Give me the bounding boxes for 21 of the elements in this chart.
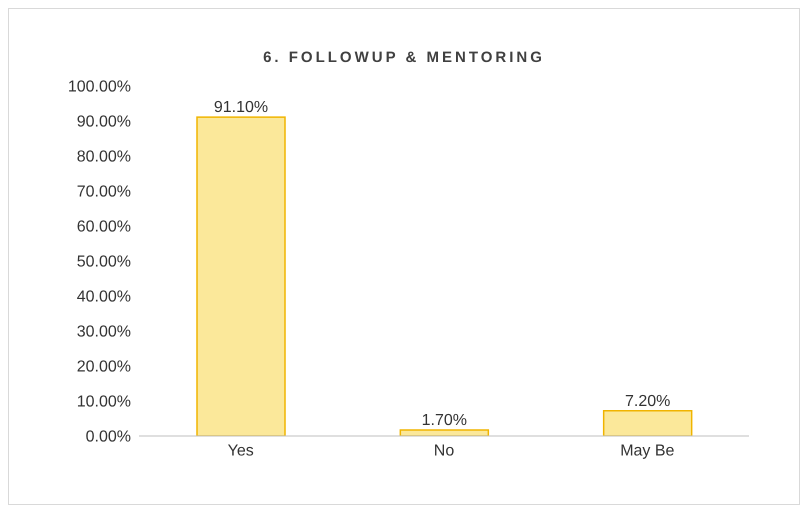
y-tick-label: 60.00% bbox=[76, 218, 131, 236]
x-tick-label: May Be bbox=[620, 442, 675, 460]
data-label: 7.20% bbox=[624, 392, 670, 410]
y-tick-label: 20.00% bbox=[76, 358, 131, 376]
bar bbox=[196, 116, 286, 436]
y-tick-label: 30.00% bbox=[76, 324, 131, 341]
y-tick-label: 70.00% bbox=[76, 184, 131, 201]
y-tick-label: 40.00% bbox=[76, 288, 131, 306]
y-tick-label: 0.00% bbox=[86, 428, 131, 446]
y-tick-label: 50.00% bbox=[76, 254, 131, 271]
chart-title: 6. FOLLOWUP & MENTORING bbox=[262, 49, 546, 66]
data-label: 1.70% bbox=[422, 412, 468, 430]
data-label: 91.10% bbox=[214, 99, 268, 116]
y-tick-label: 90.00% bbox=[76, 114, 131, 131]
x-tick-label: No bbox=[434, 442, 454, 460]
y-tick-label: 100.00% bbox=[68, 78, 131, 96]
y-tick-label: 10.00% bbox=[76, 394, 131, 411]
bar bbox=[602, 410, 692, 436]
y-tick-label: 80.00% bbox=[76, 148, 131, 166]
bar bbox=[400, 429, 490, 436]
x-tick-label: Yes bbox=[228, 442, 254, 460]
